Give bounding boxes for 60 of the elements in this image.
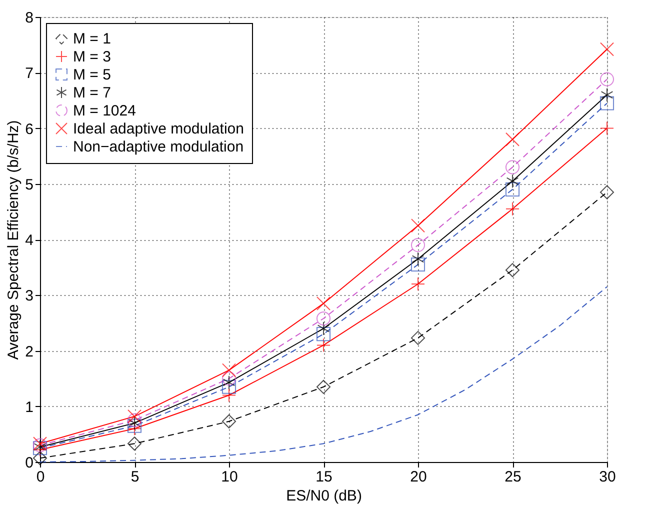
y-tick-label: 6	[25, 120, 34, 138]
point	[127, 413, 142, 428]
y-tick-label: 1	[25, 398, 34, 416]
point	[316, 327, 331, 342]
point	[222, 380, 236, 394]
point	[32, 451, 48, 466]
point	[410, 238, 426, 252]
x-tick-label: 0	[36, 468, 45, 486]
point	[127, 409, 142, 424]
point	[316, 380, 331, 394]
point	[127, 418, 142, 433]
point	[316, 311, 331, 326]
point	[505, 182, 520, 196]
point	[222, 372, 236, 386]
y-tick-label: 2	[25, 343, 34, 360]
point	[127, 436, 142, 451]
point	[410, 258, 426, 272]
x-axis-title: ES/N0 (dB)	[286, 488, 362, 504]
point	[128, 416, 141, 430]
point	[505, 263, 520, 278]
y-tick-label: 4	[25, 232, 34, 249]
point	[600, 88, 614, 102]
legend-label: M = 3	[73, 48, 111, 66]
x-tick-label: 5	[130, 468, 140, 486]
point	[222, 414, 236, 428]
x-tick-label: 20	[410, 468, 427, 486]
legend-label: M = 1024	[73, 102, 136, 120]
y-tick-label: 0	[25, 454, 34, 472]
point	[505, 202, 520, 216]
point	[600, 96, 614, 110]
point	[600, 185, 614, 200]
legend-label: Non−adaptive modulation	[73, 138, 244, 156]
point	[410, 330, 426, 345]
legend-label: Ideal adaptive modulation	[73, 120, 244, 138]
point	[316, 296, 331, 310]
point	[600, 72, 614, 86]
legend-label: M = 7	[73, 84, 111, 102]
y-tick-label: 8	[25, 10, 34, 26]
point	[505, 132, 520, 146]
point	[317, 321, 330, 336]
legend-label: M = 5	[73, 66, 111, 84]
point	[316, 338, 331, 352]
point	[410, 218, 426, 233]
point	[600, 121, 614, 136]
y-tick-label: 3	[25, 288, 34, 305]
point	[412, 252, 424, 266]
point	[222, 375, 236, 390]
x-tick-label: 25	[504, 468, 522, 486]
x-tick-label: 30	[599, 468, 616, 486]
point	[506, 174, 519, 188]
point	[600, 42, 614, 56]
y-tick-label: 7	[25, 65, 34, 82]
legend-label: M = 1	[73, 30, 111, 48]
x-tick-label: 10	[221, 468, 238, 486]
x-tick-label: 15	[316, 468, 332, 486]
y-tick-label: 5	[25, 176, 34, 194]
point	[222, 363, 236, 378]
point	[505, 160, 520, 174]
point	[222, 388, 236, 402]
y-axis-title: Average Spectral Efficiency (b/s/Hz)	[5, 120, 22, 360]
